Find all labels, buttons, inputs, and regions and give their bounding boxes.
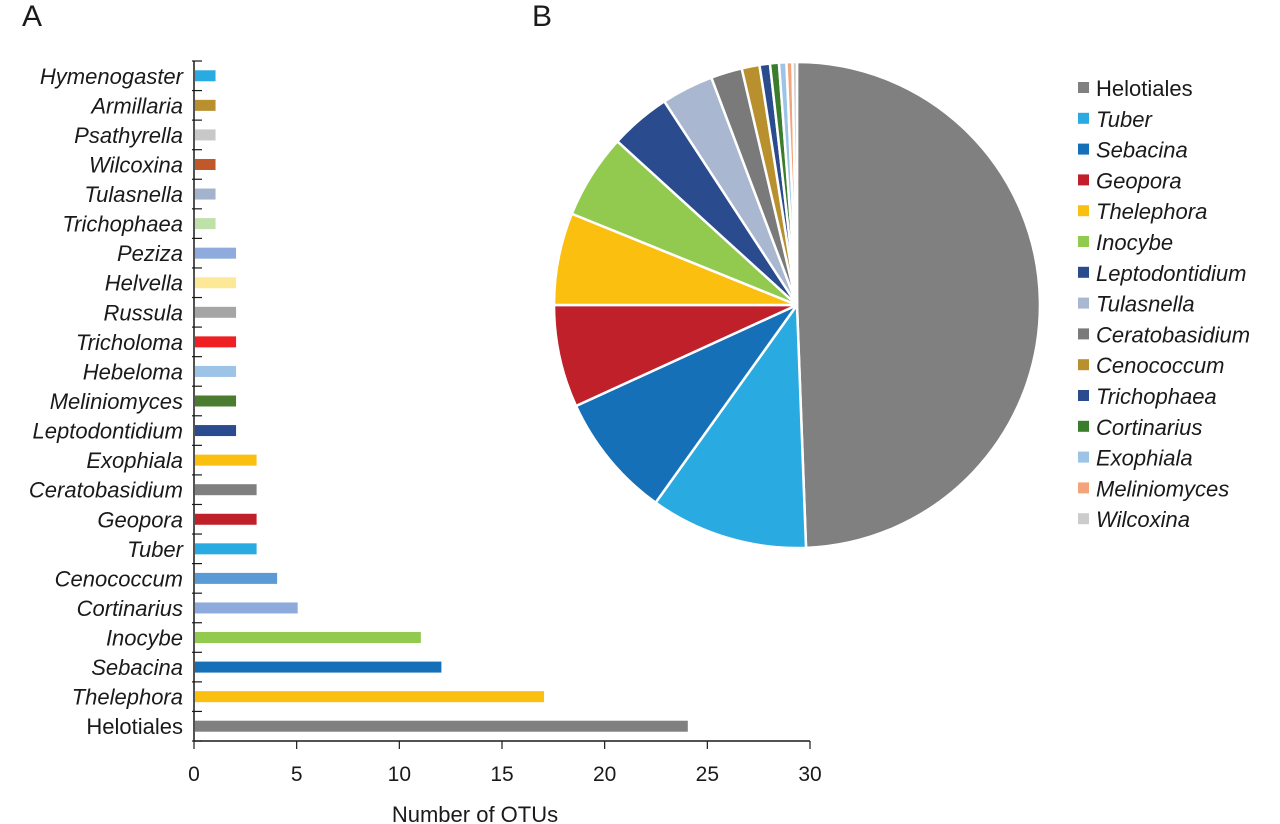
bar-chart-otus: Hymenogaster Armillaria Psathyrella Wilcoxi…: [29, 60, 822, 786]
bar-leptodontidium: [195, 425, 237, 437]
bar-cenococcum: [195, 572, 278, 584]
bar-helotiales: [195, 720, 688, 732]
pie-slice-sebacina: [574, 303, 799, 504]
legend-label: Cenococcum: [1096, 353, 1224, 378]
legend-swatch: [1078, 174, 1089, 186]
legend-swatch: [1078, 451, 1089, 463]
bar-thelephora: [195, 691, 545, 703]
category-label: Tuber: [127, 537, 185, 562]
bar-hymenogaster: [195, 70, 216, 82]
legend-label: Leptodontidium: [1096, 261, 1246, 286]
bar-peziza: [195, 247, 237, 259]
category-label: Wilcoxina: [89, 152, 183, 177]
bar-meliniomyces: [195, 395, 237, 407]
x-tick-label: 20: [593, 763, 616, 786]
category-label: Hebeloma: [83, 359, 183, 384]
legend-swatch: [1078, 236, 1089, 247]
bar-cortinarius: [195, 602, 298, 614]
bar-inocybe: [195, 632, 421, 644]
category-label: Trichophaea: [62, 212, 183, 237]
category-label: Ceratobasidium: [29, 478, 183, 503]
bar-ceratobasidium: [195, 484, 257, 496]
category-label: Psathyrella: [74, 123, 183, 148]
x-tick-label: 5: [291, 763, 303, 786]
bar-sebacina: [195, 661, 442, 673]
pie-legend: Helotiales Tuber Sebacina Geopora Thelephora…: [1078, 76, 1250, 532]
legend-label: Trichophaea: [1096, 384, 1217, 409]
bar-psathyrella: [195, 129, 216, 141]
legend-swatch: [1078, 359, 1089, 371]
bar-russula: [195, 306, 237, 318]
category-label: Tricholoma: [76, 330, 183, 355]
bar-exophiala: [195, 454, 257, 466]
category-label: Tulasnella: [84, 182, 183, 207]
x-tick-label: 25: [696, 763, 719, 786]
pie-slice-geopora: [552, 303, 799, 408]
category-label: Cenococcum: [55, 566, 183, 591]
category-label: Helvella: [105, 271, 183, 296]
x-tick-label: 10: [388, 763, 411, 786]
bar-armillaria: [195, 99, 216, 111]
legend-label: Inocybe: [1096, 230, 1173, 255]
category-label: Hymenogaster: [40, 64, 185, 89]
category-label: Exophiala: [86, 448, 183, 473]
pie-slice-tuber: [654, 303, 808, 550]
category-label: Russula: [104, 300, 183, 325]
category-label: Peziza: [117, 241, 183, 266]
x-tick-label: 15: [490, 763, 513, 786]
legend-swatch: [1078, 390, 1089, 401]
bar-trichophaea: [195, 218, 216, 230]
panel-a-letter: A: [22, 0, 42, 33]
bar-tulasnella: [195, 188, 216, 200]
category-label: Meliniomyces: [50, 389, 183, 414]
legend-label: Geopora: [1096, 168, 1182, 193]
category-label: Cortinarius: [77, 596, 183, 621]
legend-label: Cortinarius: [1096, 415, 1202, 440]
legend-label: Exophiala: [1096, 446, 1193, 471]
legend-swatch: [1078, 266, 1089, 278]
bar-tuber: [195, 543, 257, 555]
legend-label: Tulasnella: [1096, 292, 1195, 317]
legend-label: Wilcoxina: [1096, 507, 1190, 532]
category-label: Leptodontidium: [33, 419, 183, 444]
legend-swatch: [1078, 513, 1089, 525]
legend-swatch: [1078, 297, 1089, 309]
pie-chart-otus: [552, 60, 1042, 550]
bar-helvella: [195, 277, 237, 289]
category-label: Thelephora: [72, 685, 183, 710]
legend-label: Thelephora: [1096, 199, 1207, 224]
category-label: Armillaria: [89, 93, 183, 118]
legend-label: Tuber: [1096, 107, 1154, 132]
category-label: Inocybe: [106, 626, 183, 651]
bar-wilcoxina: [195, 158, 216, 170]
legend-swatch: [1078, 328, 1089, 340]
legend-label: Sebacina: [1096, 138, 1188, 163]
legend-swatch: [1078, 205, 1089, 217]
category-label: Helotiales: [86, 714, 183, 739]
legend-label: Meliniomyces: [1096, 476, 1229, 501]
legend-swatch: [1078, 420, 1089, 432]
bar-geopora: [195, 513, 257, 525]
legend-swatch: [1078, 482, 1089, 494]
legend-label: Helotiales: [1096, 76, 1193, 101]
panel-b-letter: B: [532, 0, 552, 33]
x-axis-title: Number of OTUs: [392, 802, 558, 824]
pie-slice-wilcoxina: [791, 60, 799, 307]
legend-swatch: [1078, 143, 1089, 155]
category-label: Geopora: [97, 507, 183, 532]
x-tick-label: 30: [798, 763, 821, 786]
bar-tricholoma: [195, 336, 237, 348]
legend-swatch: [1078, 112, 1089, 124]
bar-hebeloma: [195, 365, 237, 377]
x-tick-label: 0: [188, 763, 200, 786]
legend-label: Ceratobasidium: [1096, 322, 1250, 347]
pie-slice-helotiales: [795, 60, 1042, 550]
category-label: Sebacina: [91, 655, 183, 680]
legend-swatch: [1078, 82, 1089, 93]
